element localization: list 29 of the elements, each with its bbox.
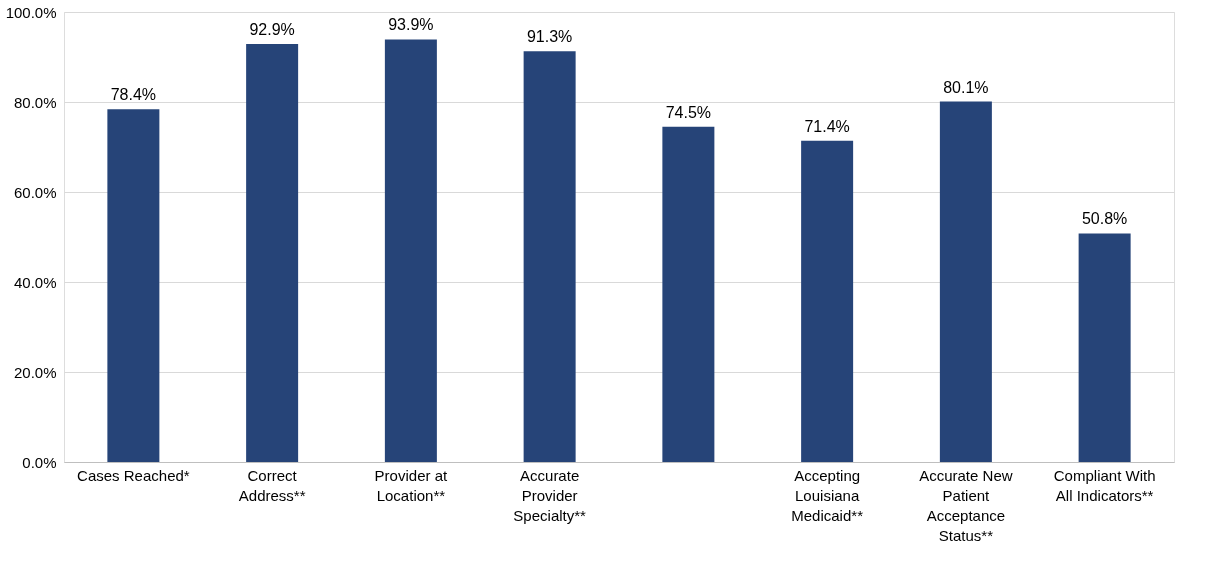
data-label: 74.5%	[665, 103, 712, 121]
x-tick-label: Accepting Louisiana Medicaid**	[791, 466, 864, 524]
data-label: 71.4%	[804, 117, 850, 135]
data-label: 91.3%	[526, 28, 573, 46]
x-tick-label: Cases Reached*	[77, 466, 190, 484]
bar	[384, 39, 437, 462]
bar	[801, 140, 854, 462]
y-tick-label: 40.0%	[13, 273, 57, 291]
bar	[523, 51, 576, 462]
y-tick-label: 0.0%	[22, 453, 57, 471]
x-tick-label: Provider at Location**	[374, 466, 448, 504]
bar	[107, 109, 160, 462]
x-tick-label: Accurate Provider Specialty**	[513, 466, 587, 524]
y-tick-label: 80.0%	[13, 93, 57, 111]
y-tick-label: 60.0%	[13, 183, 57, 201]
x-tick-label: Correct Address**	[238, 466, 306, 504]
bar	[939, 101, 992, 462]
data-label: 50.8%	[1081, 210, 1128, 228]
bar	[1078, 233, 1131, 462]
data-label: 93.9%	[388, 16, 434, 34]
x-tick-label: Accurate New Patient Acceptance Status**	[919, 466, 1013, 544]
bar	[662, 126, 715, 462]
bar	[246, 43, 299, 462]
y-tick-label: 100.0%	[5, 3, 57, 21]
data-label: 92.9%	[249, 20, 295, 38]
y-tick-label: 20.0%	[13, 363, 57, 381]
x-tick-label: Compliant With All Indicators**	[1053, 466, 1156, 504]
data-label: 78.4%	[110, 86, 157, 104]
data-label: 80.1%	[943, 78, 989, 96]
